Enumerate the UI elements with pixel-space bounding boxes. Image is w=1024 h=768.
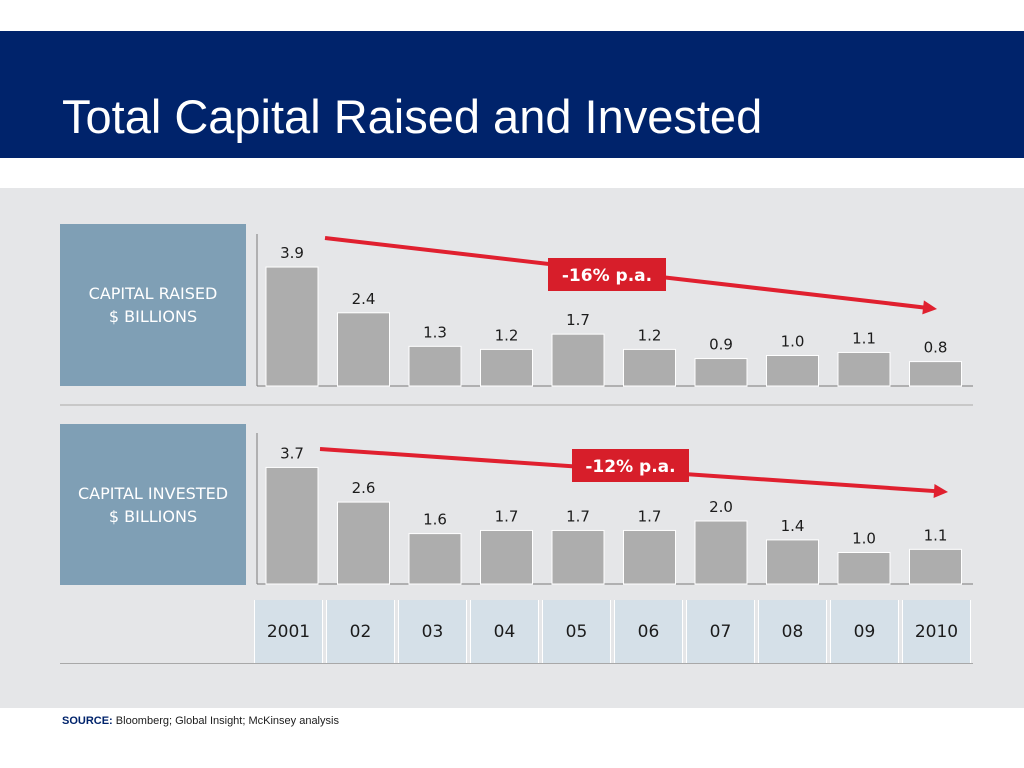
chart-1-bar-2001 <box>265 266 319 387</box>
chart-2-value-label-2001: 3.7 <box>280 444 304 462</box>
chart-2-value-label-2010: 1.1 <box>924 526 948 544</box>
chart-1-bar-09 <box>837 351 891 387</box>
chart-2-rate-badge <box>572 449 689 482</box>
chart-1-bar-05 <box>551 333 605 387</box>
capital-raised-label-line-1: CAPITAL RAISED <box>88 284 218 303</box>
year-cell-09: 09 <box>830 600 899 663</box>
chart-1-bar-08 <box>766 355 819 387</box>
chart-1-value-label-2001: 3.9 <box>280 244 304 262</box>
capital-invested-label-line-2: $ BILLIONS <box>108 506 198 526</box>
chart-1-bar-06 <box>623 348 676 387</box>
chart-1-value-label-02: 2.4 <box>352 290 376 308</box>
chart-1-value-label-2010: 0.8 <box>924 339 948 357</box>
chart-2-bar-06 <box>623 529 676 585</box>
year-cell-03: 03 <box>398 600 467 663</box>
source-note: SOURCE: Bloomberg; Global Insight; McKin… <box>62 715 339 727</box>
chart-2-bar-2001 <box>265 466 319 585</box>
source-label: SOURCE: <box>62 715 113 727</box>
chart-2-value-label-06: 1.7 <box>638 507 662 525</box>
chart-2-value-label-08: 1.4 <box>781 517 805 535</box>
capital-raised-label-line-2: $ BILLIONS <box>108 307 198 326</box>
chart-2-bar-04 <box>480 529 533 585</box>
year-cell-04: 04 <box>470 600 539 663</box>
chart-2-bar-03 <box>408 533 462 585</box>
chart-2-value-label-02: 2.6 <box>352 479 376 497</box>
chart-1-value-label-04: 1.2 <box>495 326 519 344</box>
year-cell-06: 06 <box>614 600 683 663</box>
year-cell-2001: 2001 <box>254 600 323 663</box>
page-title: Total Capital Raised and Invested <box>62 90 763 143</box>
chart-2-value-label-09: 1.0 <box>852 530 876 548</box>
capital-invested-label: CAPITAL INVESTED $ BILLIONS <box>60 424 246 585</box>
chart-1-value-label-05: 1.7 <box>566 311 590 329</box>
year-cell-02: 02 <box>326 600 395 663</box>
chart-2-value-label-05: 1.7 <box>566 507 590 525</box>
chart-2-bar-09 <box>837 552 891 585</box>
chart-2-value-label-04: 1.7 <box>495 507 519 525</box>
source-text: Bloomberg; Global Insight; McKinsey anal… <box>112 715 339 727</box>
chart-2-value-label-03: 1.6 <box>423 511 447 529</box>
capital-raised-label: CAPITAL RAISED $ BILLIONS <box>60 224 246 386</box>
year-axis-line <box>60 663 973 664</box>
year-cell-07: 07 <box>686 600 755 663</box>
chart-2-bar-07 <box>694 520 748 585</box>
chart-1-bar-02 <box>337 312 390 387</box>
chart-1-rate-badge <box>548 258 666 291</box>
title-bar: Total Capital Raised and Invested <box>0 31 1024 158</box>
chart-1-value-label-03: 1.3 <box>423 323 447 341</box>
chart-1-bar-03 <box>408 345 462 387</box>
chart-1-value-label-08: 1.0 <box>781 333 805 351</box>
chart-2-bar-05 <box>551 529 605 585</box>
chart-2-rate-label: -12% p.a. <box>585 457 675 477</box>
chart-1-bar-04 <box>480 348 533 387</box>
chart-1-value-label-06: 1.2 <box>638 326 662 344</box>
chart-1-bar-2010 <box>909 361 962 387</box>
chart-2-bar-02 <box>337 501 390 585</box>
chart-2-bar-08 <box>766 539 819 585</box>
capital-invested-label-line-1: CAPITAL INVESTED <box>77 483 229 503</box>
year-cell-08: 08 <box>758 600 827 663</box>
chart-1-trend-arrowhead <box>922 300 937 315</box>
chart-separator <box>60 404 973 406</box>
chart-2-value-label-07: 2.0 <box>709 498 733 516</box>
chart-1-rate-label: -16% p.a. <box>562 266 652 286</box>
chart-2-trend-arrowhead <box>933 484 948 499</box>
chart-1-value-label-09: 1.1 <box>852 329 876 347</box>
chart-1-value-label-07: 0.9 <box>709 336 733 354</box>
year-cell-2010: 2010 <box>902 600 971 663</box>
year-cell-05: 05 <box>542 600 611 663</box>
chart-1-bar-07 <box>694 358 748 387</box>
chart-2-bar-2010 <box>909 548 962 585</box>
